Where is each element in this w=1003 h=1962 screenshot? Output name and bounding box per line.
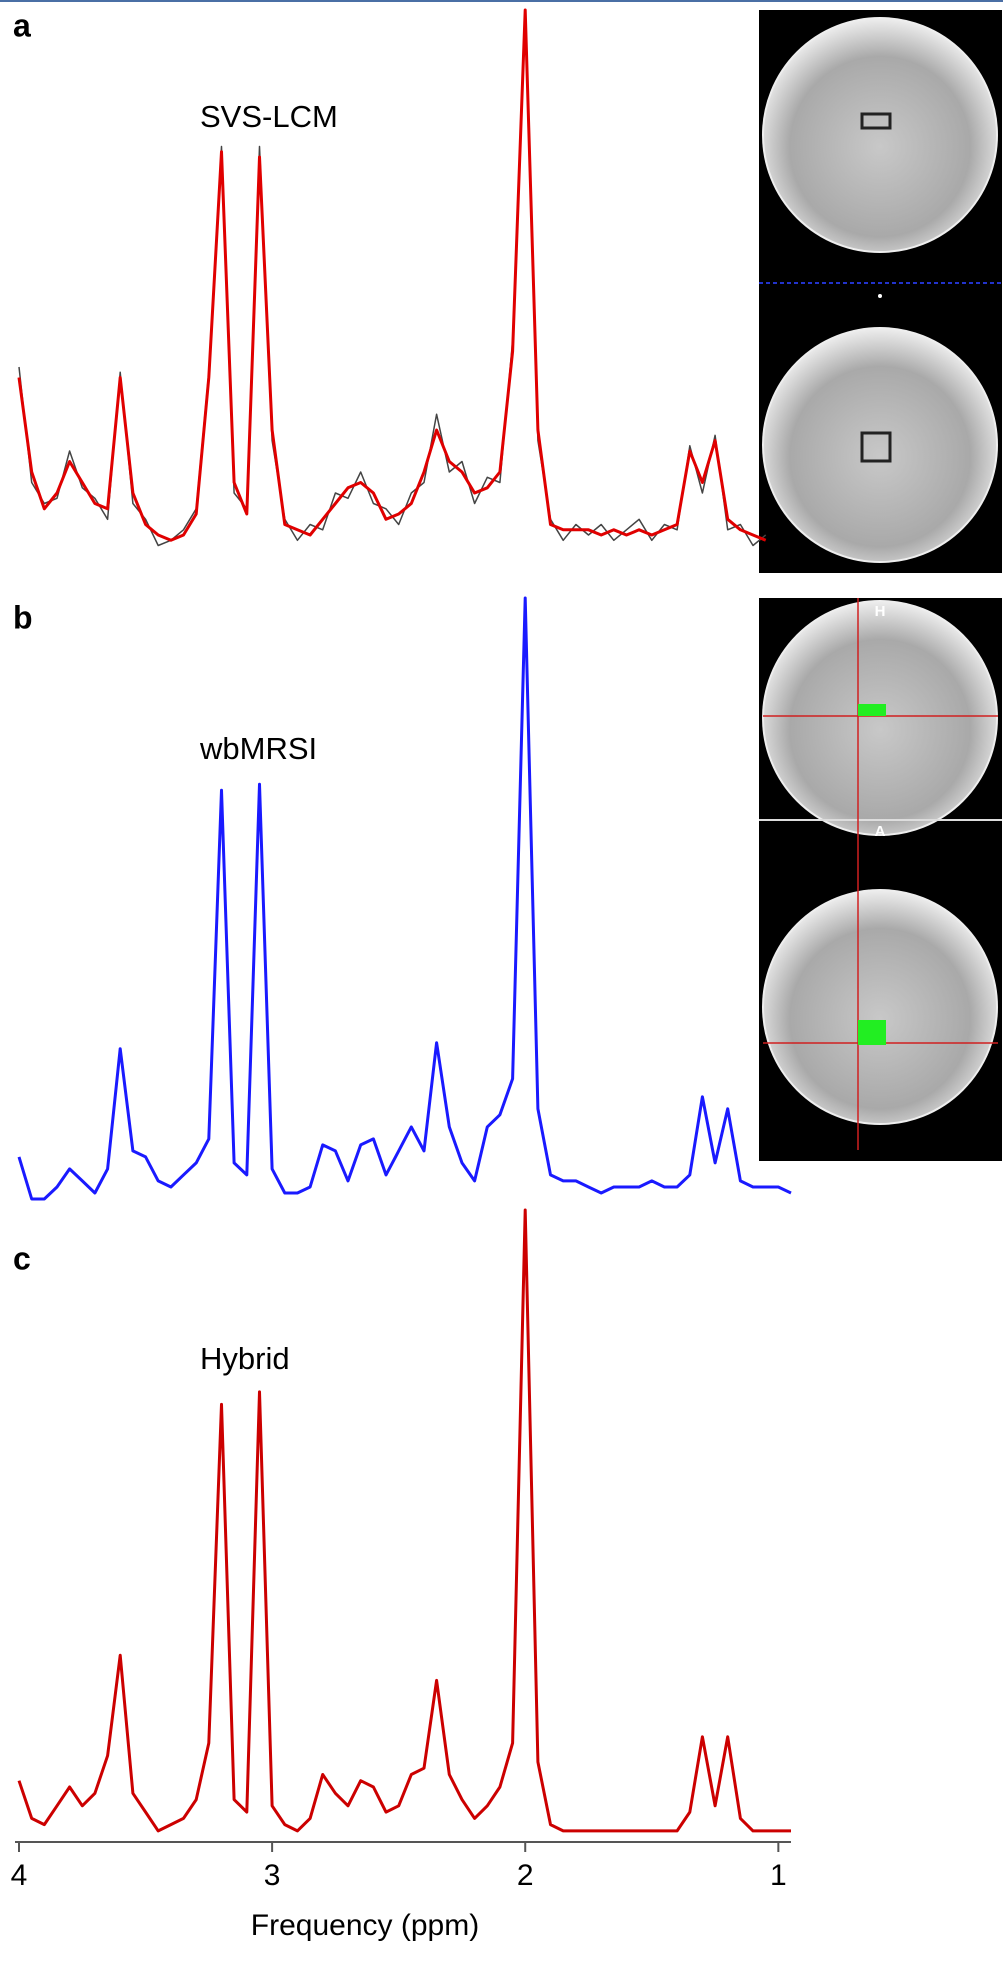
panel-label: c (13, 1240, 31, 1276)
annotation: Hybrid (200, 1341, 290, 1376)
x-tick-label: 1 (770, 1859, 787, 1892)
x-tick-label: 2 (517, 1859, 534, 1892)
spectrum-line (17, 596, 792, 1201)
x-tick-label: 4 (11, 1859, 28, 1892)
spectrum-line (17, 1208, 791, 1833)
inset-a (759, 10, 1002, 573)
inset-b: H A (759, 598, 1002, 1161)
spectrum-line (17, 8, 767, 542)
inset-label: A (875, 823, 886, 840)
annotation: wbMRSI (199, 731, 317, 766)
panel-label: b (13, 599, 33, 635)
x-tick-label: 3 (264, 1859, 281, 1892)
x-axis-label: Frequency (ppm) (251, 1909, 479, 1942)
annotation: SVS-LCM (200, 99, 338, 134)
panel-label: a (13, 7, 31, 43)
inset-label: H (875, 603, 886, 620)
